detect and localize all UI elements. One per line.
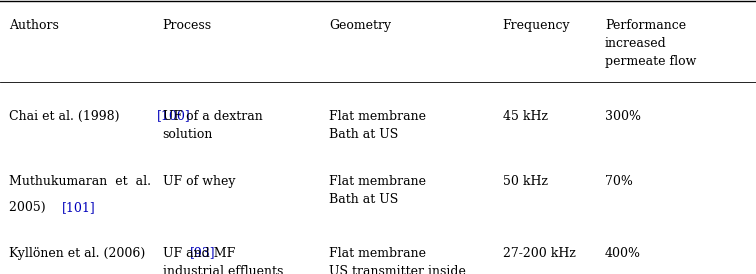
Text: Frequency: Frequency [503,19,570,32]
Text: Process: Process [163,19,212,32]
Text: Chai et al. (1998): Chai et al. (1998) [9,110,123,122]
Text: 400%: 400% [605,247,641,259]
Text: 2005): 2005) [9,201,50,214]
Text: UF and MF
industrial effluents: UF and MF industrial effluents [163,247,283,274]
Text: Flat membrane
Bath at US: Flat membrane Bath at US [329,175,426,206]
Text: UF of a dextran
solution: UF of a dextran solution [163,110,262,141]
Text: Performance
increased
permeate flow: Performance increased permeate flow [605,19,696,68]
Text: Flat membrane
US transmitter inside
the filtration module: Flat membrane US transmitter inside the … [329,247,466,274]
Text: 300%: 300% [605,110,641,122]
Text: Geometry: Geometry [329,19,391,32]
Text: Muthukumaran  et  al.: Muthukumaran et al. [9,175,151,188]
Text: 50 kHz: 50 kHz [503,175,548,188]
Text: [100]: [100] [156,110,191,122]
Text: [93]: [93] [190,247,215,259]
Text: Kyllönen et al. (2006): Kyllönen et al. (2006) [9,247,150,259]
Text: Flat membrane
Bath at US: Flat membrane Bath at US [329,110,426,141]
Text: 70%: 70% [605,175,633,188]
Text: 27-200 kHz: 27-200 kHz [503,247,575,259]
Text: Authors: Authors [9,19,59,32]
Text: [101]: [101] [61,201,95,214]
Text: 45 kHz: 45 kHz [503,110,548,122]
Text: UF of whey: UF of whey [163,175,235,188]
